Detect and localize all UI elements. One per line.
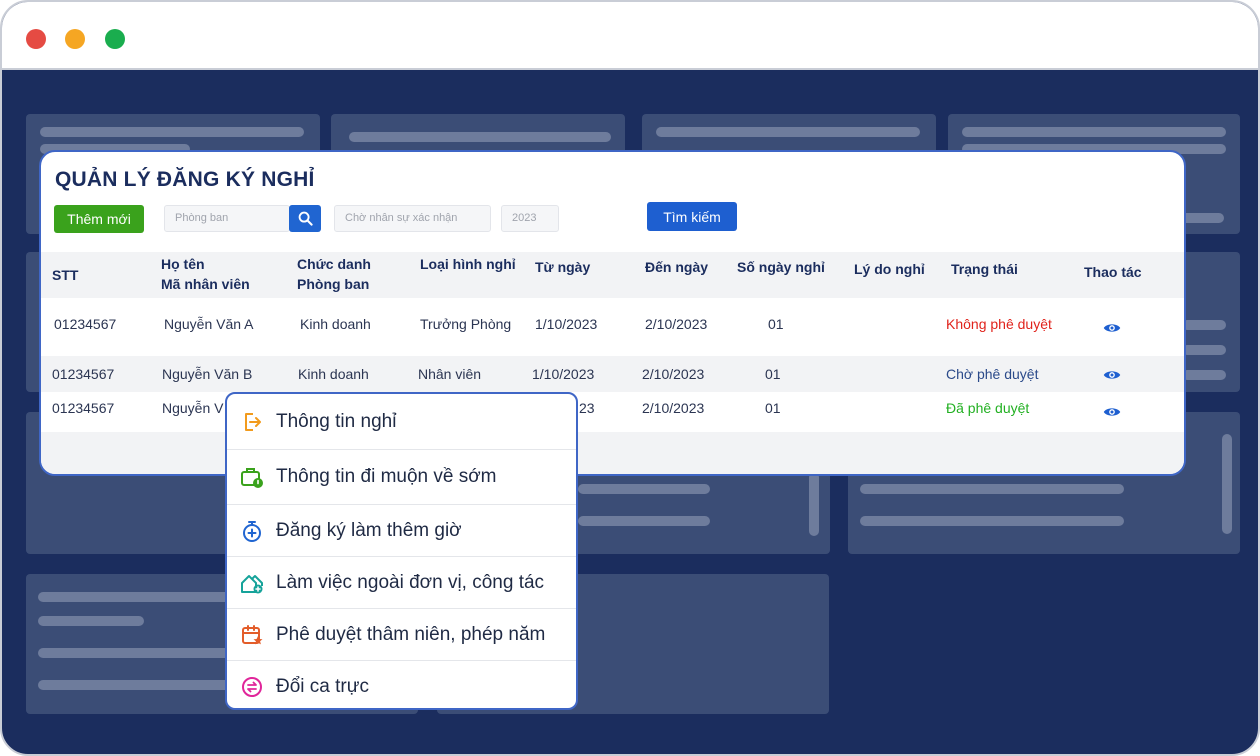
cell-from-date: 1/10/2023 (535, 316, 598, 332)
menu-item-shift-swap[interactable]: Đổi ca trực (227, 661, 576, 708)
menu-item-label: Đăng ký làm thêm giờ (276, 520, 462, 541)
menu-item-label: Đổi ca trực (276, 676, 369, 697)
menu-item-label: Phê duyệt thâm niên, phép năm (276, 624, 546, 645)
menu-item-offsite-work[interactable]: Làm việc ngoài đơn vị, công tác (227, 557, 576, 609)
header-leave-type: Loại hình nghỉ (420, 256, 516, 272)
skeleton-card (642, 114, 936, 154)
header-from-date: Từ ngày (535, 259, 591, 275)
exit-door-icon (245, 413, 261, 431)
header-position: Chức danh (297, 256, 371, 272)
status-badge: Đã phê duyệt (946, 400, 1030, 416)
cell-department: Kinh doanh (298, 366, 369, 382)
status-filter-select[interactable]: Chờ nhân sự xác nhận (334, 205, 491, 232)
swap-circle-icon (242, 677, 262, 697)
header-status: Trạng thái (951, 261, 1018, 277)
header-days: Số ngày nghỉ (737, 259, 825, 275)
status-badge: Không phê duyệt (946, 316, 1052, 332)
cell-stt: 01234567 (52, 400, 115, 416)
cell-days: 01 (765, 366, 781, 382)
cell-stt: 01234567 (52, 366, 115, 382)
cell-leave-type: Nhân viên (418, 366, 482, 382)
menu-item-seniority-approval[interactable]: Phê duyệt thâm niên, phép năm (227, 609, 576, 661)
status-badge: Chờ phê duyệt (946, 366, 1039, 382)
department-filter-input[interactable]: Phòng ban (164, 205, 290, 232)
cell-to-date: 2/10/2023 (642, 400, 705, 416)
cell-days: 01 (765, 400, 781, 416)
leave-type-menu: Thông tin nghỉ Thông tin đi muộn về sớm … (225, 392, 578, 710)
eye-icon[interactable] (1103, 322, 1121, 334)
stopwatch-plus-icon (243, 521, 261, 542)
skeleton-card (331, 114, 625, 154)
header-name: Họ tên (161, 256, 205, 272)
header-department: Phòng ban (297, 276, 370, 292)
cell-name: Nguyễn Văn A (164, 316, 254, 332)
briefcase-clock-icon (241, 468, 263, 488)
cell-stt: 01234567 (54, 316, 117, 332)
search-icon (298, 211, 313, 226)
cell-days: 01 (768, 316, 784, 332)
cell-from-date: 23 (579, 400, 595, 416)
header-to-date: Đến ngày (645, 259, 709, 275)
table-footer (41, 432, 1184, 474)
add-new-button[interactable]: Thêm mới (54, 205, 144, 233)
cell-from-date: 1/10/2023 (532, 366, 595, 382)
menu-item-label: Thông tin đi muộn về sớm (276, 466, 497, 487)
cell-leave-type: Trưởng Phòng (420, 316, 512, 332)
window-titlebar (2, 2, 1258, 70)
cell-name: Nguyễn V (162, 400, 224, 416)
table-header: STT Họ tên Mã nhân viên Chức danh Phòng … (41, 252, 1184, 298)
page-title: QUẢN LÝ ĐĂNG KÝ NGHỈ (55, 168, 315, 191)
year-filter-select[interactable]: 2023 (501, 205, 559, 232)
header-actions: Thao tác (1084, 264, 1142, 280)
menu-item-label: Làm việc ngoài đơn vị, công tác (276, 572, 545, 593)
eye-icon[interactable] (1103, 406, 1121, 418)
menu-item-late-early[interactable]: Thông tin đi muộn về sớm (227, 450, 576, 505)
maximize-window-dot[interactable] (105, 29, 125, 49)
minimize-window-dot[interactable] (65, 29, 85, 49)
search-button[interactable]: Tìm kiếm (647, 202, 737, 231)
table-row: 01234567 Nguyễn V 23 2/10/2023 01 Đã phê… (41, 392, 1184, 432)
cell-to-date: 2/10/2023 (645, 316, 708, 332)
table-row: 01234567 Nguyễn Văn B Kinh doanh Nhân vi… (41, 356, 1184, 392)
calendar-star-icon (242, 625, 263, 645)
cell-to-date: 2/10/2023 (642, 366, 705, 382)
menu-item-overtime[interactable]: Đăng ký làm thêm giờ (227, 505, 576, 557)
header-reason: Lý do nghỉ (854, 261, 925, 277)
eye-icon[interactable] (1103, 369, 1121, 381)
leave-management-panel: QUẢN LÝ ĐĂNG KÝ NGHỈ Thêm mới Phòng ban … (39, 150, 1186, 476)
close-window-dot[interactable] (26, 29, 46, 49)
house-plus-icon (241, 575, 263, 594)
cell-name: Nguyễn Văn B (162, 366, 253, 382)
menu-item-label: Thông tin nghỉ (276, 411, 397, 432)
header-stt: STT (52, 267, 79, 283)
table-row: 01234567 Nguyễn Văn A Kinh doanh Trưởng … (41, 298, 1184, 356)
menu-item-leave-info[interactable]: Thông tin nghỉ (227, 394, 576, 450)
cell-department: Kinh doanh (300, 316, 371, 332)
department-search-button[interactable] (289, 205, 321, 232)
header-employee-code: Mã nhân viên (161, 276, 250, 292)
skeleton-card (1182, 252, 1240, 392)
